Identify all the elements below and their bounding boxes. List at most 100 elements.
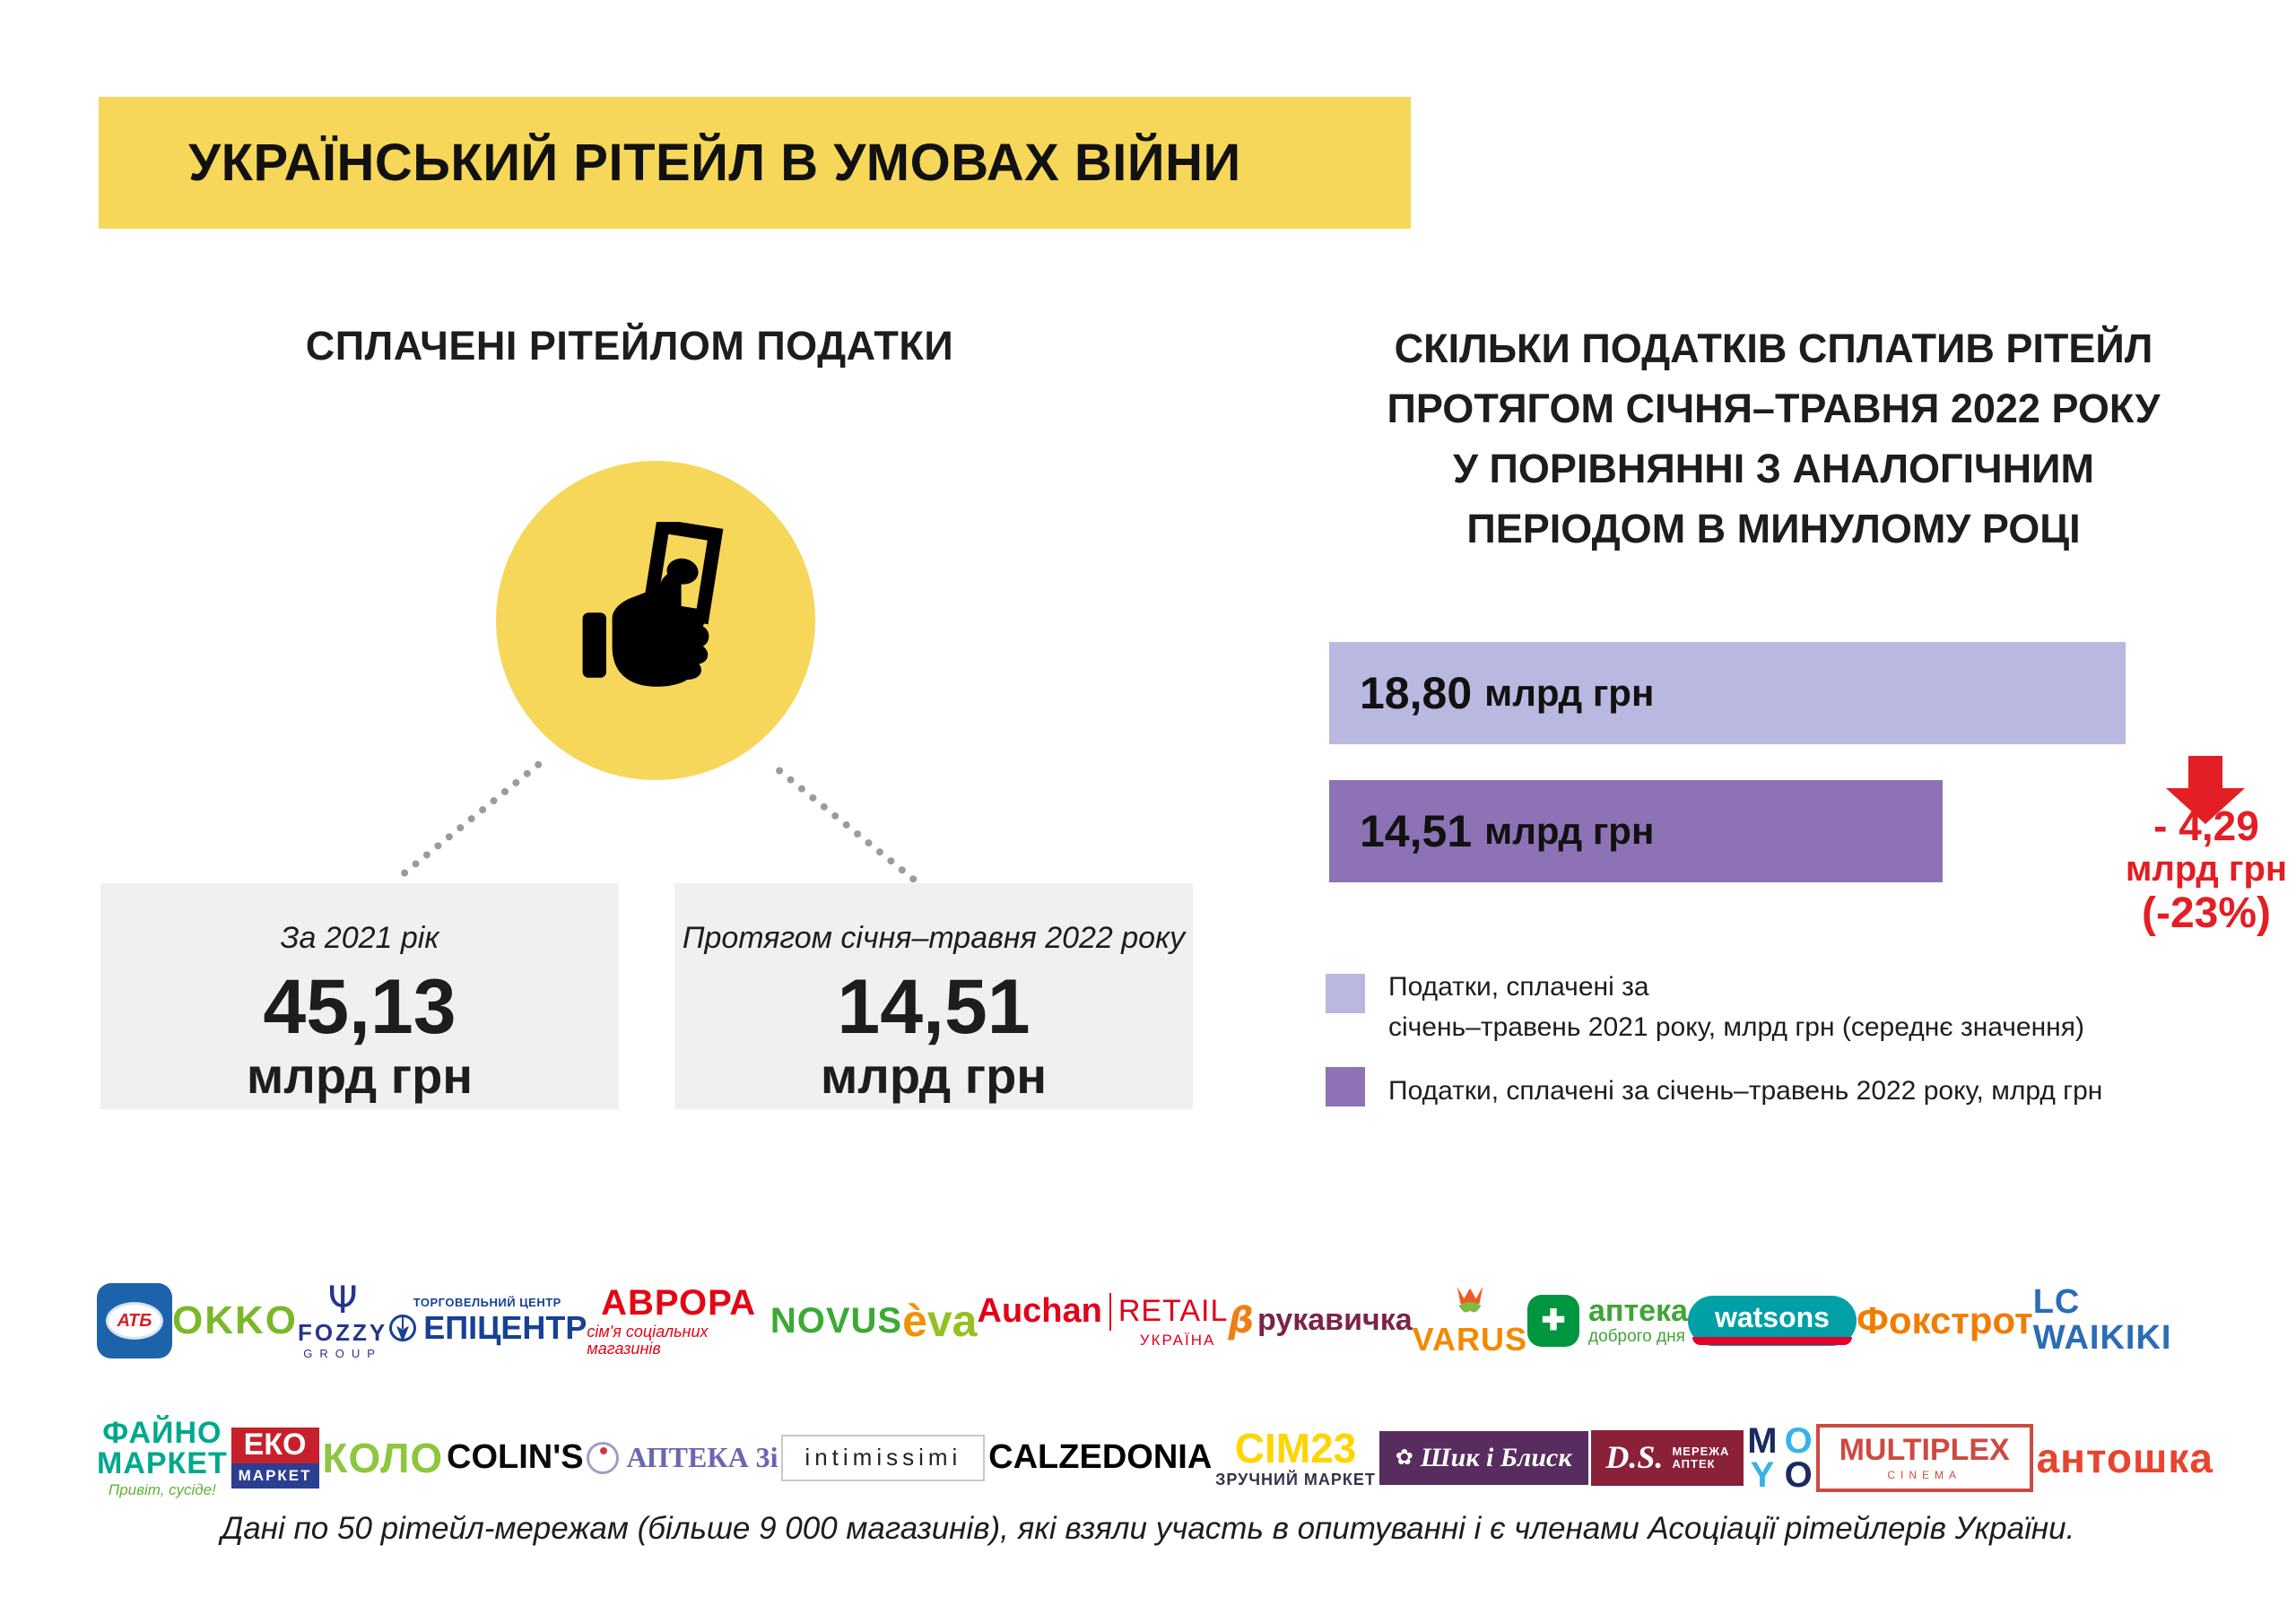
- rukavychka-label: рукавичка: [1257, 1303, 1413, 1338]
- logo-colins: COLIN'S: [447, 1439, 584, 1476]
- heading-line: У ПОРІВНЯННІ З АНАЛОГІЧНИМ: [1453, 446, 2094, 491]
- okko-label: OKKO: [172, 1298, 298, 1342]
- ds-label: D.S.: [1605, 1439, 1664, 1476]
- card-period: За 2021 рік: [280, 921, 439, 955]
- shyk-i-blysk-label: Шик і Блиск: [1420, 1443, 1572, 1473]
- logo-shyk-i-blysk: ✿ Шик і Блиск: [1378, 1431, 1588, 1485]
- logo-apteka-dobrogo-dnya: ✚ аптека доброго дня: [1527, 1295, 1688, 1347]
- auchan-sublabel: УКРАЇНА: [1139, 1332, 1216, 1350]
- card-period: Протягом січня–травня 2022 року: [682, 921, 1186, 955]
- card-value: 14,51: [837, 964, 1031, 1050]
- auchan-divider: [1109, 1293, 1111, 1332]
- eko-label: ЕКО: [230, 1428, 319, 1463]
- footer-note: Дані по 50 рітейл-мережам (більше 9 000 …: [221, 1511, 2075, 1546]
- fozzy-sublabel: GROUP: [303, 1347, 382, 1361]
- aptdd-sublabel: доброго дня: [1588, 1326, 1685, 1346]
- novus-label: NOVUS: [770, 1301, 903, 1341]
- eko-label2: МАРКЕТ: [230, 1462, 319, 1488]
- logo-ds-merezha-aptek: D.S. МЕРЕЖА АПТЕК: [1591, 1430, 1744, 1486]
- delta-unit: млрд грн: [2125, 849, 2288, 889]
- green-cross-icon: ✚: [1527, 1295, 1579, 1347]
- auchan-retail-label: RETAIL: [1118, 1294, 1229, 1329]
- aptdd-label: аптека: [1588, 1294, 1688, 1329]
- left-section-heading: СПЛАЧЕНІ РІТЕЙЛОМ ПОДАТКИ: [305, 323, 954, 369]
- kolo-label: КОЛО: [322, 1434, 444, 1481]
- tulip-icon: [1457, 1286, 1483, 1313]
- varus-label: VARUS: [1412, 1321, 1527, 1358]
- lc-waikiki-label: LC WAIKIKI: [2032, 1283, 2172, 1357]
- multiplex-label: MULTIPLEX: [1839, 1433, 2010, 1468]
- legend-swatch-2021: [1326, 974, 1365, 1013]
- tax-card-2022: Протягом січня–травня 2022 року 14,51 мл…: [674, 883, 1193, 1109]
- card-value: 45,13: [263, 964, 457, 1050]
- logo-fozzy-group: Ψ FOZZY GROUP: [298, 1281, 387, 1360]
- aptdd-text: аптека доброго дня: [1588, 1294, 1688, 1346]
- moyo-grid: M O Y O: [1747, 1421, 1812, 1495]
- legend-line: Податки, сплачені за січень–травень 2022…: [1388, 1076, 2103, 1106]
- eva-letter-e: è: [902, 1296, 927, 1346]
- logo-cim23: СІМ23 ЗРУЧНИЙ МАРКЕТ: [1215, 1428, 1376, 1488]
- logo-multiplex: MULTIPLEX CINEMA: [1815, 1424, 2033, 1492]
- logo-eva: è va: [902, 1298, 977, 1343]
- epicentr-label: ЕПІЦЕНТР: [423, 1308, 587, 1346]
- legend-swatch-2022: [1326, 1067, 1365, 1107]
- fayno-label2: МАРКЕТ: [97, 1446, 228, 1481]
- delta-value: - 4,29: [2153, 803, 2259, 849]
- fozzy-label: FOZZY: [298, 1319, 388, 1347]
- fayno-label: ФАЙНО: [102, 1416, 222, 1451]
- logo-novus: NOVUS: [770, 1302, 902, 1340]
- atb-oval: АТБ: [106, 1302, 163, 1340]
- logo-lc-waikiki: LC WAIKIKI: [2032, 1283, 2213, 1357]
- delta-annotation: - 4,29 млрд грн (-23%): [2081, 803, 2296, 938]
- bar-value: 14,51: [1360, 806, 1473, 856]
- heading-line: ПЕРІОДОМ В МИНУЛОМУ РОЦІ: [1466, 506, 2081, 551]
- delta-percent: (-23%): [2141, 890, 2272, 937]
- calzedonia-label: CALZEDONIA: [988, 1438, 1213, 1477]
- auchan-label: Auchan: [977, 1292, 1102, 1331]
- multiplex-sublabel: CINEMA: [1887, 1469, 1961, 1482]
- logo-intimissimi: intimissimi: [781, 1435, 986, 1481]
- ds-subtext: МЕРЕЖА АПТЕК: [1672, 1445, 1729, 1470]
- logo-row-1: АТБ OKKO Ψ FOZZY GROUP ТОРГОВЕЛЬНИЙ ЦЕНТ…: [97, 1254, 2213, 1388]
- watsons-label: watsons: [1714, 1301, 1830, 1334]
- auchan-row: Auchan RETAIL: [977, 1292, 1229, 1332]
- bar-value: 18,80: [1360, 668, 1473, 718]
- logo-apteka-3i: АПТЕКА 3і: [587, 1442, 778, 1474]
- cim23-label: СІМ23: [1234, 1425, 1357, 1472]
- heading-line: СКІЛЬКИ ПОДАТКІВ СПЛАТИВ РІТЕЙЛ: [1394, 325, 2153, 371]
- ds-sublabel-2: АПТЕК: [1672, 1456, 1716, 1471]
- logo-varus: VARUS: [1413, 1285, 1527, 1357]
- intimissimi-box: intimissimi: [781, 1435, 986, 1481]
- logo-eko-market: ЕКО МАРКЕТ: [230, 1428, 319, 1488]
- logo-atb: АТБ: [97, 1283, 172, 1358]
- flower-icon: ✿: [1395, 1445, 1413, 1471]
- compass-icon: [389, 1314, 417, 1342]
- card-unit: млрд грн: [820, 1047, 1048, 1104]
- logo-auchan-retail: Auchan RETAIL УКРАЇНА: [978, 1293, 1229, 1349]
- logo-avrora: АВРОРА сім'я соціальних магазинів: [587, 1284, 770, 1358]
- legend-label-2021: Податки, сплачені за січень–травень 2021…: [1388, 967, 2160, 1047]
- antoshka-label: антошка: [2036, 1434, 2213, 1481]
- avrora-sublabel: сім'я соціальних магазинів: [587, 1323, 709, 1358]
- right-section-heading: СКІЛЬКИ ПОДАТКІВ СПЛАТИВ РІТЕЙЛ ПРОТЯГОМ…: [1305, 318, 2242, 559]
- avrora-label: АВРОРА: [601, 1283, 757, 1324]
- bar-2021: 18,80 млрд грн: [1329, 642, 2126, 744]
- foxtrot-label: Фокстрот: [1856, 1298, 2033, 1341]
- logo-epicentr: ТОРГОВЕЛЬНИЙ ЦЕНТР ЕПІЦЕНТР: [387, 1297, 587, 1344]
- logo-kolo: КОЛО: [322, 1436, 443, 1480]
- title-banner: УКРАЇНСЬКИЙ РІТЕЙЛ В УМОВАХ ВІЙНИ: [99, 97, 1411, 229]
- hand-holding-banknote-icon: [582, 522, 724, 687]
- moyo-letter-m: M: [1747, 1421, 1778, 1461]
- bar-unit: млрд грн: [1484, 810, 1655, 852]
- moyo-letter-y: Y: [1750, 1455, 1775, 1495]
- cim23-sublabel: ЗРУЧНИЙ МАРКЕТ: [1215, 1471, 1376, 1489]
- ds-sublabel-1: МЕРЕЖА: [1672, 1445, 1730, 1459]
- logo-rukavychka: β рукавичка: [1228, 1302, 1412, 1340]
- page-title: УКРАЇНСЬКИЙ РІТЕЙЛ В УМОВАХ ВІЙНИ: [188, 134, 1241, 192]
- logo-okko: OKKO: [172, 1298, 298, 1342]
- logo-foxtrot: Фокстрот: [1856, 1298, 2033, 1341]
- logo-watsons: watsons: [1687, 1296, 1857, 1346]
- logo-antoshka: антошка: [2037, 1436, 2213, 1480]
- mitten-icon: β: [1228, 1300, 1255, 1341]
